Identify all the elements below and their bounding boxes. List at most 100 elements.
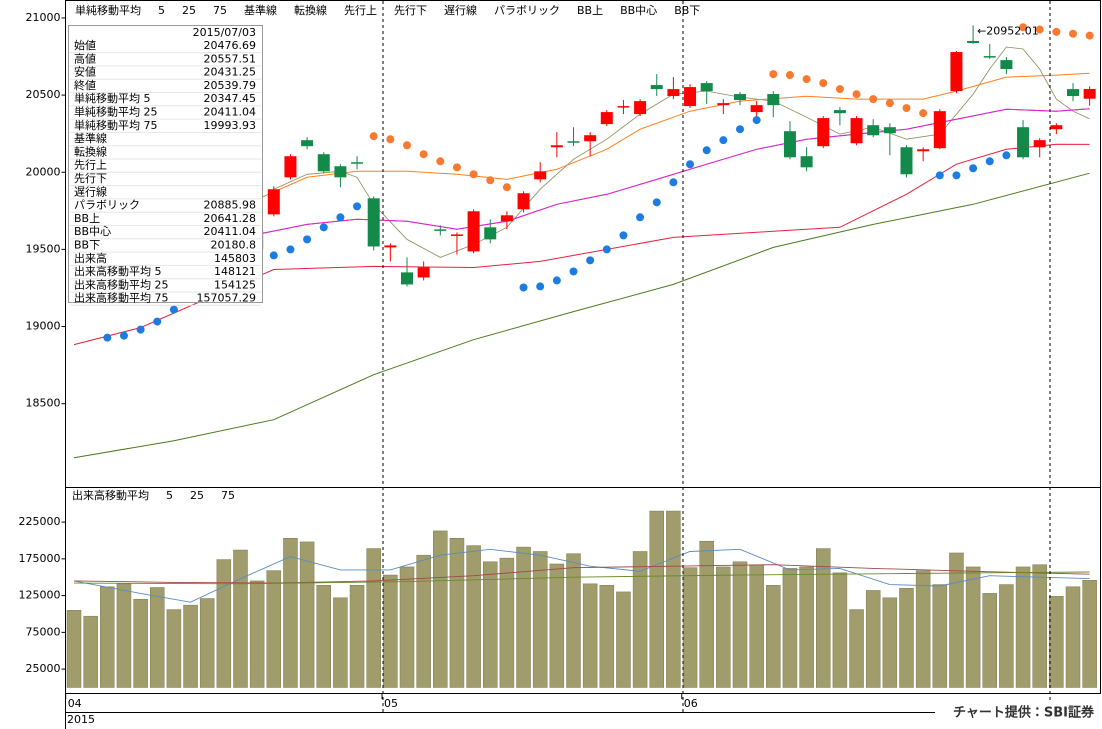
candle-body bbox=[1050, 125, 1063, 130]
parabolic-dot bbox=[1052, 27, 1061, 36]
volume-bar bbox=[982, 593, 997, 688]
candle-body bbox=[417, 267, 430, 278]
volume-bar bbox=[416, 554, 431, 688]
volume-bar bbox=[766, 585, 781, 688]
candle-body bbox=[1017, 127, 1030, 158]
parabolic-dot bbox=[985, 157, 994, 166]
parabolic-dot bbox=[486, 176, 495, 185]
candle-body bbox=[584, 135, 597, 142]
candle-body bbox=[783, 131, 796, 158]
info-value: 20431.25 bbox=[204, 66, 257, 79]
info-label: BB下 bbox=[74, 239, 100, 252]
parabolic-dot bbox=[169, 305, 178, 314]
candle-body bbox=[401, 272, 413, 285]
parabolic-dot bbox=[769, 70, 778, 79]
parabolic-dot bbox=[502, 183, 511, 192]
info-value: 20476.69 bbox=[204, 39, 257, 52]
volume-bar bbox=[865, 590, 881, 688]
parabolic-dot bbox=[902, 104, 911, 113]
candle-body bbox=[384, 245, 397, 248]
parabolic-dot bbox=[319, 223, 328, 232]
x-tick-label: 06 bbox=[684, 697, 698, 710]
volume-bar bbox=[466, 545, 481, 688]
parabolic-dot bbox=[136, 325, 145, 334]
volume-bar bbox=[433, 530, 448, 688]
y-tick-label: 175000 bbox=[19, 552, 61, 565]
volume-bar bbox=[949, 552, 964, 688]
parabolic-dot bbox=[1069, 29, 1077, 38]
volume-panel-frame bbox=[65, 487, 1101, 694]
volume-bar bbox=[682, 567, 698, 688]
legend-entry: 5 bbox=[158, 4, 165, 17]
plot: 18500 19000 19500 20000 20500 21000 ←20952.01 単… bbox=[19, 3, 1097, 726]
info-label: 先行上 bbox=[74, 159, 107, 172]
candle-body bbox=[700, 83, 713, 92]
info-value: 20411.04 bbox=[204, 106, 257, 119]
legend-entry: 遅行線 bbox=[444, 4, 477, 17]
volume-bar bbox=[832, 572, 848, 688]
parabolic-dot bbox=[303, 235, 312, 244]
volume-bar bbox=[1032, 564, 1047, 688]
candle-body bbox=[600, 112, 613, 125]
line bbox=[256, 72, 1090, 200]
volume-bar bbox=[1015, 566, 1031, 688]
volume-bar bbox=[499, 557, 515, 688]
candle-body bbox=[284, 156, 297, 178]
volume-bar bbox=[632, 551, 648, 688]
info-label: 終値 bbox=[74, 79, 96, 92]
parabolic-dot bbox=[835, 85, 844, 94]
parabolic-dot bbox=[103, 333, 112, 342]
candle-body bbox=[717, 103, 730, 106]
info-label: 高値 bbox=[74, 51, 96, 65]
info-value: 154125 bbox=[214, 278, 256, 291]
legend-entry: 先行下 bbox=[394, 4, 427, 17]
parabolic-dot bbox=[119, 331, 128, 340]
parabolic-dot bbox=[669, 178, 678, 187]
volume-bar bbox=[366, 548, 381, 688]
info-value: 20347.45 bbox=[204, 92, 257, 105]
volume-bar bbox=[716, 566, 731, 688]
info-label: 出来高移動平均 75 bbox=[74, 291, 169, 305]
parabolic-dot bbox=[785, 71, 794, 80]
legend-entry: 単純移動平均 bbox=[75, 3, 141, 17]
parabolic-dot bbox=[686, 160, 695, 169]
parabolic-dot bbox=[885, 99, 894, 108]
candle-body bbox=[534, 171, 547, 180]
candle-body bbox=[351, 162, 364, 164]
candle-body bbox=[734, 94, 746, 101]
volume-bar bbox=[483, 561, 498, 688]
y-tick-label: 25000 bbox=[26, 662, 61, 675]
candle-body bbox=[817, 118, 830, 147]
parabolic-dot bbox=[336, 213, 345, 222]
candle-body bbox=[833, 110, 846, 114]
y-tick-label: 225000 bbox=[19, 515, 61, 528]
line bbox=[73, 143, 1090, 346]
info-value: 20411.04 bbox=[204, 225, 257, 238]
parabolic-dot bbox=[935, 171, 944, 180]
volume-bar bbox=[1065, 586, 1081, 688]
info-value: 20641.28 bbox=[204, 212, 257, 225]
volume-bar bbox=[199, 598, 215, 688]
candle-body bbox=[950, 52, 963, 92]
parabolic-dot bbox=[569, 267, 578, 276]
volume-bar bbox=[849, 609, 864, 688]
parabolic-dot bbox=[1085, 31, 1094, 40]
volume-bar bbox=[233, 549, 248, 688]
credit: チャート提供：SBI証券 bbox=[953, 705, 1095, 721]
info-value: 20885.98 bbox=[204, 199, 257, 212]
info-value: 148121 bbox=[214, 265, 256, 278]
candle-body bbox=[317, 154, 330, 172]
candle-body bbox=[800, 156, 813, 168]
candle-body bbox=[550, 145, 563, 148]
volume-bar bbox=[166, 609, 182, 688]
candle-body bbox=[367, 198, 380, 247]
credit-background bbox=[935, 703, 1100, 723]
parabolic-dot bbox=[919, 109, 928, 118]
info-label: 単純移動平均 25 bbox=[74, 105, 158, 119]
volume-bar bbox=[249, 580, 265, 688]
candle-body bbox=[634, 101, 647, 115]
parabolic-dot bbox=[386, 135, 395, 144]
candle-body bbox=[933, 111, 946, 149]
